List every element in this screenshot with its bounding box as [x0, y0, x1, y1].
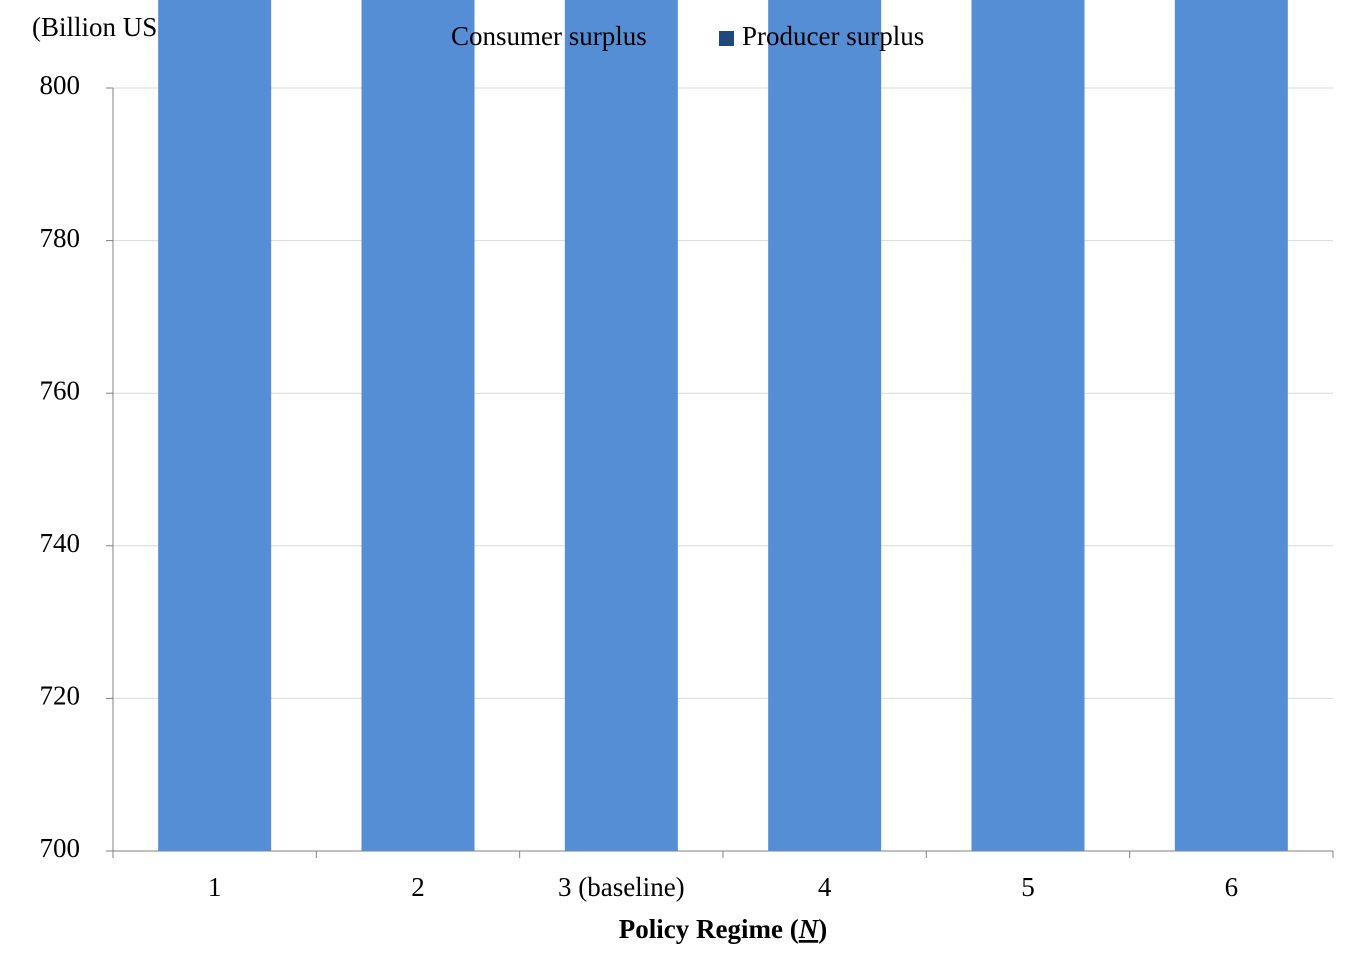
x-tick-label: 2 — [411, 872, 425, 902]
bar-segment — [768, 0, 882, 851]
x-tick-label: 3 (baseline) — [558, 872, 685, 902]
x-axis-label-part: Policy Regime ( — [619, 914, 799, 944]
bar-segment — [361, 0, 475, 851]
legend-label: Producer surplus — [742, 21, 924, 51]
x-tick-label: 1 — [208, 872, 222, 902]
y-tick-label: 720 — [40, 681, 81, 711]
y-tick-label: 780 — [40, 223, 81, 253]
legend-swatch — [428, 31, 443, 46]
legend-swatch — [719, 31, 734, 46]
y-tick-label: 740 — [40, 528, 81, 558]
bar-segment — [971, 0, 1085, 851]
bar-segment — [1174, 0, 1288, 851]
y-tick-label: 700 — [40, 833, 81, 863]
bar-segment — [564, 0, 678, 851]
x-tick-label: 4 — [818, 872, 832, 902]
x-axis-label: Policy Regime (N) — [619, 914, 827, 944]
y-axis-label: (Billion US$) — [32, 12, 180, 42]
y-tick-label: 760 — [40, 375, 81, 405]
x-tick-label: 5 — [1021, 872, 1035, 902]
legend-label: Consumer surplus — [451, 21, 647, 51]
y-tick-label: 800 — [40, 70, 81, 100]
bar-segment — [158, 0, 272, 851]
x-axis-label-part: ) — [818, 914, 827, 944]
x-axis-label-part: N — [798, 914, 820, 944]
x-tick-label: 6 — [1225, 872, 1239, 902]
